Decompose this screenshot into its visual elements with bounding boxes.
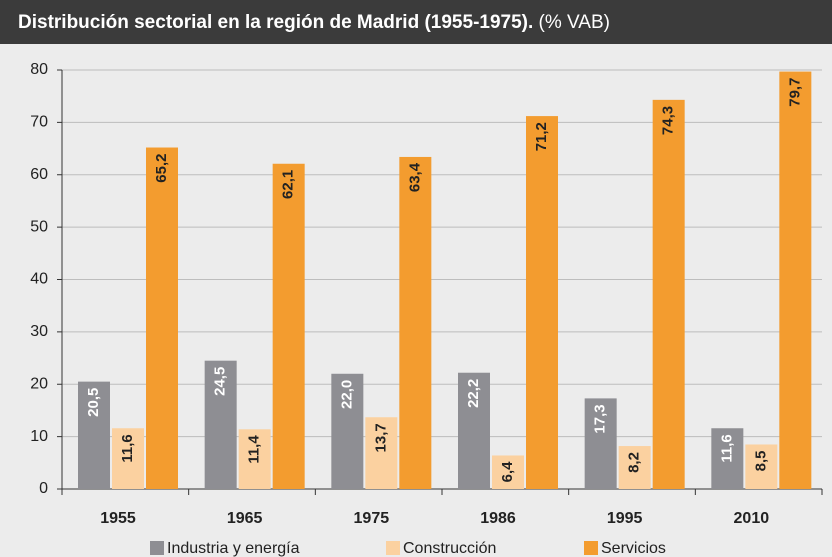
data-label: 65,2 <box>153 154 170 183</box>
data-label: 8,5 <box>752 450 769 471</box>
data-label: 74,3 <box>660 106 677 135</box>
bar <box>711 428 744 489</box>
legend-label: Construcción <box>403 540 496 557</box>
bar <box>458 372 490 489</box>
y-tick-label: 0 <box>39 480 48 497</box>
data-label: 17,3 <box>592 404 609 433</box>
data-label: 20,5 <box>85 388 102 417</box>
data-label: 63,4 <box>406 162 423 192</box>
y-tick-label: 60 <box>30 166 48 183</box>
chart-title: Distribución sectorial en la región de M… <box>18 12 533 33</box>
bar <box>365 417 398 489</box>
legend-swatch <box>584 541 598 555</box>
bar <box>745 444 778 489</box>
data-label: 13,7 <box>372 423 389 452</box>
y-tick-label: 30 <box>30 323 48 340</box>
bar <box>146 147 178 489</box>
unit-label: (% VAB) <box>539 12 610 33</box>
bar <box>78 381 110 489</box>
data-label: 22,0 <box>338 380 355 409</box>
data-label: 11,6 <box>718 434 735 462</box>
y-tick-label: 10 <box>30 428 48 445</box>
bar <box>492 455 524 489</box>
bar <box>584 398 617 489</box>
data-label: 11,6 <box>119 434 136 462</box>
x-tick-label: 1975 <box>354 510 390 527</box>
data-label: 6,4 <box>499 461 516 483</box>
bar <box>618 446 651 489</box>
data-label: 8,2 <box>626 452 643 473</box>
data-label: 11,4 <box>246 435 263 464</box>
bar <box>112 428 144 489</box>
bar <box>399 156 432 489</box>
data-label: 79,7 <box>786 78 803 107</box>
data-label: 24,5 <box>212 367 229 396</box>
y-tick-label: 70 <box>30 114 48 131</box>
header: Distribución sectorial en la región de M… <box>18 12 610 33</box>
x-tick-label: 1965 <box>227 510 263 527</box>
bar <box>526 116 558 489</box>
legend-label: Servicios <box>601 540 666 557</box>
data-label: 62,1 <box>280 170 297 199</box>
y-tick-label: 40 <box>30 271 48 288</box>
bar <box>238 429 271 489</box>
bar <box>331 373 364 489</box>
y-tick-label: 50 <box>30 218 48 235</box>
x-tick-label: 2010 <box>734 510 770 527</box>
x-tick-label: 1955 <box>100 510 136 527</box>
x-tick-label: 1995 <box>607 510 643 527</box>
y-tick-label: 80 <box>30 61 48 78</box>
bar <box>272 163 305 489</box>
bar <box>779 71 812 489</box>
x-tick-label: 1986 <box>480 510 516 527</box>
data-label: 71,2 <box>533 122 550 151</box>
y-tick-label: 20 <box>30 375 48 392</box>
data-label: 22,2 <box>465 379 482 408</box>
bar <box>652 99 685 489</box>
header-bar <box>0 0 832 44</box>
legend-swatch <box>150 541 164 555</box>
legend-swatch <box>386 541 400 555</box>
legend-label: Industria y energía <box>167 540 300 557</box>
bar <box>204 360 237 489</box>
